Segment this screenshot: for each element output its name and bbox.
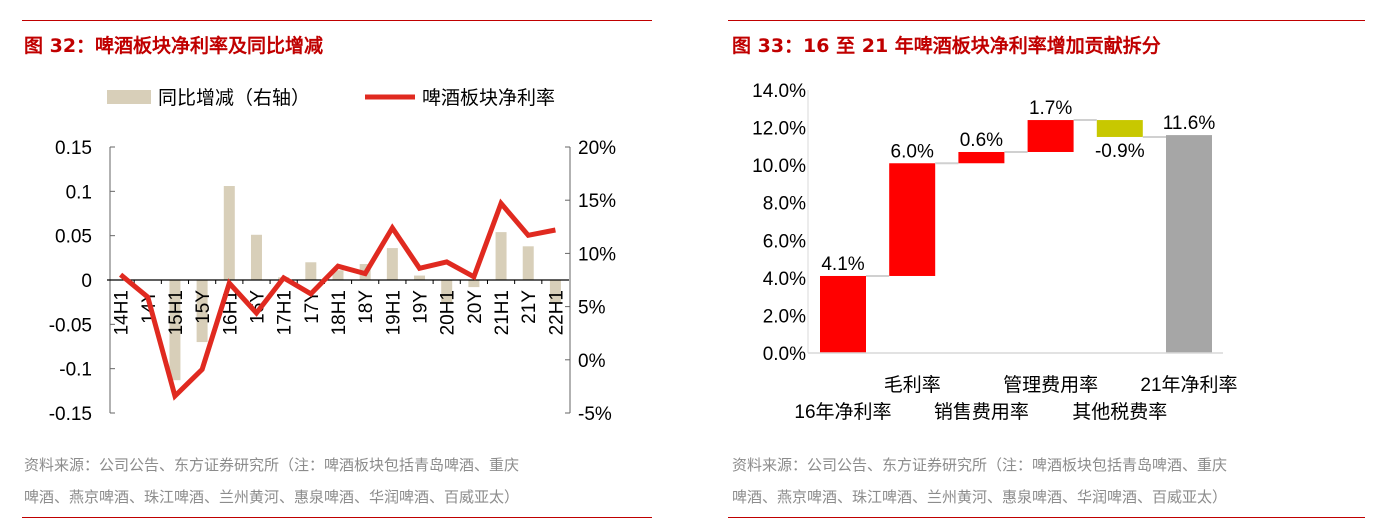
waterfall-data-label: 4.1% (821, 254, 864, 275)
yoy-bar (495, 232, 507, 280)
x-axis-label: 18Y (356, 290, 377, 324)
legend-line-label: 啤酒板块净利率 (422, 87, 555, 109)
left-axis-tick-label: -0.15 (49, 404, 92, 425)
left-axis-tick-label: 0.05 (55, 227, 92, 248)
left-source-line-2: 啤酒、燕京啤酒、珠江啤酒、兰州黄河、惠泉啤酒、华润啤酒、百威亚太） (24, 488, 520, 506)
yoy-bar (223, 186, 235, 280)
yoy-bar (250, 234, 262, 280)
waterfall-y-tick-label: 2.0% (763, 306, 806, 327)
waterfall-y-tick-label: 14.0% (752, 81, 806, 102)
waterfall-data-label: 11.6% (1163, 113, 1216, 134)
right-axis-tick-label: 20% (578, 138, 616, 159)
left-source-line-1: 资料来源：公司公告、东方证券研究所（注：啤酒板块包括青岛啤酒、重庆 (24, 456, 520, 474)
x-axis-label: 22H1 (546, 290, 567, 335)
waterfall-bar (1096, 120, 1143, 137)
x-axis-label: 18H1 (329, 290, 350, 335)
waterfall-data-label: 0.6% (960, 130, 1003, 151)
waterfall-bar (958, 151, 1005, 164)
waterfall-bar (1166, 135, 1212, 353)
waterfall-x-label: 毛利率 (884, 374, 941, 396)
waterfall-x-label: 其他税费率 (1072, 401, 1167, 423)
waterfall-data-label: 1.7% (1029, 98, 1072, 119)
waterfall-x-label: 21年净利率 (1140, 374, 1237, 396)
right-bottom-rule (728, 517, 1365, 518)
right-axis-tick-label: 5% (578, 298, 606, 319)
left-axis-tick-label: 0 (81, 271, 92, 292)
waterfall-data-label: 6.0% (891, 141, 934, 162)
legend-bar-label: 同比增减（右轴） (158, 87, 310, 109)
left-axis-tick-label: 0.15 (55, 138, 92, 159)
right-axis-tick-label: 0% (578, 351, 606, 372)
right-axis-tick-label: 10% (578, 244, 616, 265)
left-bottom-rule (22, 517, 652, 518)
x-axis-label: 15Y (193, 290, 214, 324)
right-top-rule (728, 20, 1365, 21)
left-top-rule (22, 20, 652, 21)
waterfall-x-label: 管理费用率 (1003, 374, 1098, 396)
yoy-bar (386, 248, 398, 280)
waterfall-x-label: 16年净利率 (794, 401, 891, 423)
x-axis-label: 20Y (465, 290, 486, 324)
x-axis-label: 21Y (519, 290, 540, 324)
yoy-bar (549, 280, 561, 304)
waterfall-y-tick-label: 8.0% (763, 194, 806, 215)
right-source-line-1: 资料来源：公司公告、东方证券研究所（注：啤酒板块包括青岛啤酒、重庆 (732, 456, 1228, 474)
right-axis-tick-label: 15% (578, 191, 616, 212)
waterfall-bar (889, 163, 936, 276)
yoy-bar (468, 280, 480, 288)
yoy-bar (414, 275, 426, 280)
right-source-line-2: 啤酒、燕京啤酒、珠江啤酒、兰州黄河、惠泉啤酒、华润啤酒、百威亚太） (732, 488, 1228, 506)
waterfall-x-label: 销售费用率 (934, 401, 1029, 423)
legend-bar-swatch (107, 90, 151, 104)
waterfall-y-tick-label: 12.0% (752, 119, 806, 140)
yoy-bar (441, 280, 453, 304)
waterfall-bar (820, 275, 866, 353)
x-axis-label: 17H1 (275, 290, 296, 335)
left-axis-tick-label: -0.1 (59, 360, 92, 381)
x-axis-label: 15H1 (166, 290, 187, 335)
waterfall-y-tick-label: 4.0% (763, 269, 806, 290)
x-axis-label: 20H1 (438, 290, 459, 335)
x-axis-label: 14H1 (112, 290, 133, 335)
x-axis-label: 19H1 (383, 290, 404, 335)
waterfall-bar (1027, 120, 1074, 152)
yoy-bar (522, 246, 534, 280)
yoy-bar (196, 280, 208, 343)
waterfall-y-tick-label: 6.0% (763, 231, 806, 252)
waterfall-data-label: -0.9% (1095, 141, 1145, 162)
yoy-bar (305, 262, 317, 280)
waterfall-y-tick-label: 0.0% (763, 344, 806, 365)
yoy-bar (169, 280, 181, 381)
left-axis-tick-label: -0.05 (49, 315, 92, 336)
left-axis-tick-label: 0.1 (66, 182, 92, 203)
waterfall-y-tick-label: 10.0% (752, 156, 806, 177)
left-chart-title: 图 32：啤酒板块净利率及同比增减 (24, 35, 324, 57)
x-axis-label: 17Y (302, 290, 323, 324)
x-axis-label: 16Y (247, 290, 268, 324)
right-axis-tick-label: -5% (578, 404, 612, 425)
x-axis-label: 19Y (411, 290, 432, 324)
right-chart-title: 图 33：16 至 21 年啤酒板块净利率增加贡献拆分 (732, 35, 1161, 57)
yoy-bar (332, 270, 344, 280)
x-axis-label: 21H1 (492, 290, 513, 335)
